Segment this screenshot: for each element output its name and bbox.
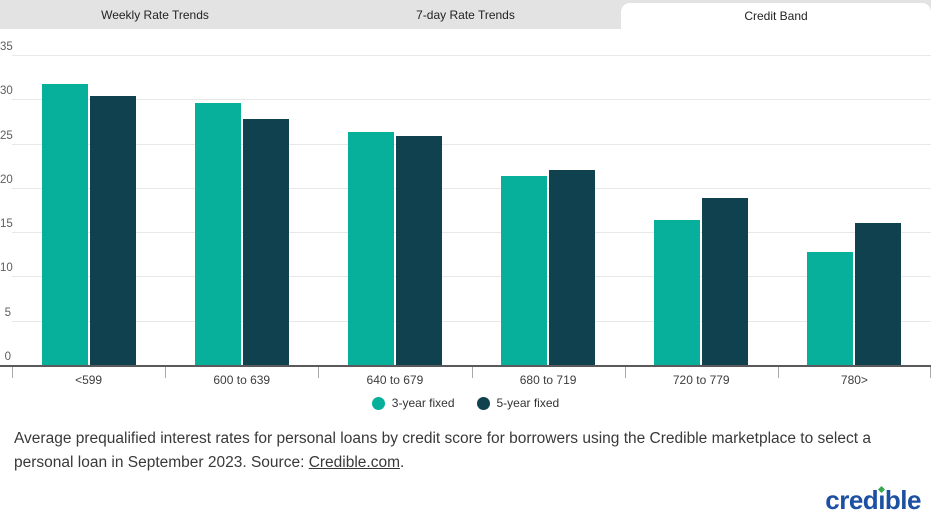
y-axis-label: 35 (0, 41, 13, 53)
x-axis-line (0, 365, 931, 367)
bar[interactable] (89, 95, 136, 365)
bar[interactable] (654, 219, 701, 365)
caption-period: . (400, 454, 405, 471)
bar[interactable] (395, 135, 442, 365)
logo-suffix: ble (884, 485, 922, 515)
y-axis-label: 15 (0, 218, 13, 231)
y-axis-label: 0 (4, 351, 11, 363)
bar[interactable] (347, 132, 394, 365)
bar[interactable] (702, 197, 749, 365)
gridline (12, 320, 931, 322)
y-axis-label: 30 (0, 85, 13, 98)
tab-weekly-rate-trends[interactable]: Weekly Rate Trends (101, 7, 209, 22)
x-axis-tick (471, 367, 473, 378)
tab-bar: Weekly Rate Trends 7-day Rate Trends Cre… (0, 0, 931, 29)
y-axis-label: 25 (0, 129, 13, 142)
tab-7-day-rate-trends[interactable]: 7-day Rate Trends (416, 7, 515, 22)
bar[interactable] (855, 223, 902, 365)
x-axis-label: <599 (75, 373, 103, 387)
bar-chart: 0 5 10 15 20 25 30 35 <599 600 to 639 640 to 679 6… (0, 29, 931, 420)
x-axis-tick (12, 367, 13, 378)
logo-i-letter: ı (878, 485, 885, 515)
legend-label: 3-year fixed (391, 396, 455, 410)
x-axis-label: 600 to 639 (213, 373, 271, 387)
bar[interactable] (194, 102, 241, 365)
bar[interactable] (242, 118, 289, 365)
x-axis-tick (318, 367, 320, 378)
chart-caption: Average prequalified interest rates for … (14, 427, 917, 475)
legend-swatch-icon (476, 396, 490, 410)
gridline (12, 99, 931, 101)
legend-item: 5-year fixed (476, 396, 560, 410)
logo-i: ı (878, 485, 885, 516)
x-axis-tick (165, 367, 167, 378)
caption-source-link[interactable]: Credible.com (308, 454, 401, 471)
bar[interactable] (501, 176, 548, 365)
x-axis-label: 720 to 779 (672, 373, 730, 387)
y-axis-label: 5 (4, 306, 11, 319)
x-axis-label: 680 to 719 (519, 373, 577, 387)
bar[interactable] (41, 84, 88, 365)
credible-logo: credı ble (825, 485, 921, 516)
x-axis-label: 640 to 679 (366, 373, 424, 387)
gridline (12, 232, 931, 234)
y-axis-label: 10 (0, 262, 13, 275)
x-axis-label: 780> (840, 373, 868, 387)
chart-legend: 3-year fixed 5-year fixed (0, 396, 931, 410)
tab-credit-band[interactable]: Credit Band (621, 3, 931, 29)
logo-prefix: cred (825, 485, 879, 515)
gridline (12, 143, 931, 145)
legend-swatch-icon (371, 396, 385, 410)
bar[interactable] (807, 251, 854, 365)
y-axis-label: 20 (0, 173, 13, 186)
x-axis-tick (624, 367, 626, 378)
legend-item: 3-year fixed (371, 396, 455, 410)
caption-text: Average prequalified interest rates for … (14, 430, 871, 471)
x-axis-tick (777, 367, 779, 378)
legend-label: 5-year fixed (496, 396, 560, 410)
bar[interactable] (549, 170, 596, 365)
gridline (12, 276, 931, 278)
gridline (12, 187, 931, 189)
gridline (12, 55, 931, 56)
